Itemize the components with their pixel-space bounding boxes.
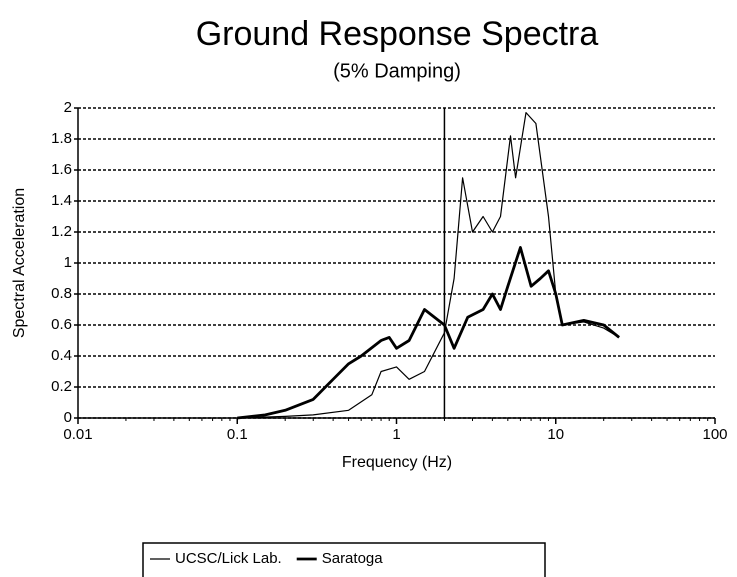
y-tick-label: 2	[64, 99, 72, 116]
series-line	[237, 111, 620, 419]
x-tick-label: 0.1	[227, 426, 248, 443]
x-tick-label: 100	[702, 426, 727, 443]
chart-title: Ground Response Spectra	[196, 15, 599, 53]
x-tick-label: 0.01	[63, 426, 92, 443]
x-tick-label: 10	[547, 426, 564, 443]
series-line	[237, 246, 620, 420]
y-tick-label: 0.2	[51, 378, 72, 395]
y-tick-label: 0.4	[51, 347, 72, 364]
y-tick-label: 1.6	[51, 161, 72, 178]
legend-box	[142, 542, 546, 577]
chart-subtitle: (5% Damping)	[333, 60, 461, 82]
x-axis-label: Frequency (Hz)	[342, 454, 452, 471]
y-tick-label: 0	[64, 409, 72, 426]
legend-label: UCSC/Lick Lab.	[175, 550, 282, 567]
y-tick-label: 1	[64, 254, 72, 271]
y-tick-label: 0.6	[51, 316, 72, 333]
legend-label: Saratoga	[322, 550, 384, 567]
y-tick-label: 1.8	[51, 130, 72, 147]
y-axis-label: Spectral Acceleration	[11, 188, 28, 338]
y-tick-label: 0.8	[51, 285, 72, 302]
x-tick-label: 1	[392, 426, 400, 443]
y-tick-label: 1.4	[51, 192, 72, 209]
y-tick-label: 1.2	[51, 223, 72, 240]
